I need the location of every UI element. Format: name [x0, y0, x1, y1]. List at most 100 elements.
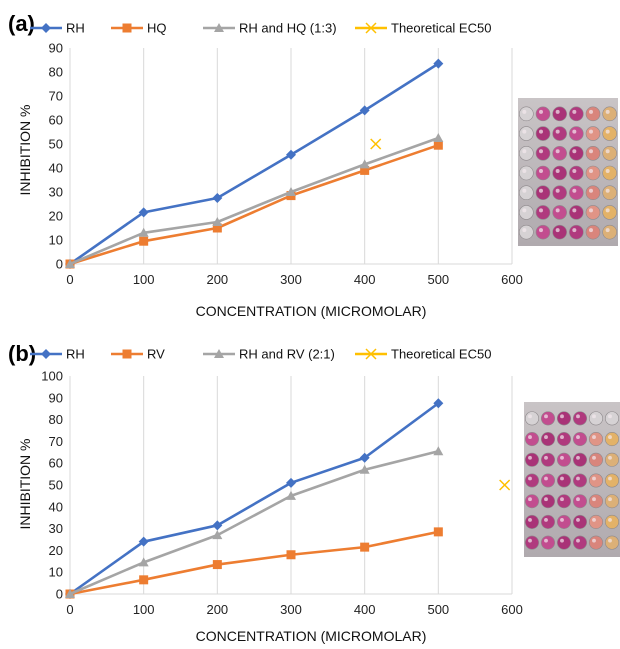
panel-b-plate-well [540, 535, 556, 550]
panel-b-plate-well-highlight [592, 538, 596, 543]
panel-b-plate-well-highlight [544, 518, 548, 522]
panel-a-series-rh-and-hq-1-3-line [69, 136, 439, 266]
panel-a-plate-well-highlight [555, 208, 560, 213]
panel-a-plate-well-highlight [572, 228, 577, 233]
panel-b-plate-well-highlight [576, 497, 580, 502]
panel-b-plate-well-highlight [592, 455, 596, 460]
panel-a-plate-well-highlight [522, 129, 527, 134]
panel-b: (b) RH RV RH and RV (2:1) Theoretical EC50 … [8, 341, 620, 644]
panel-a-x-tick-label: 100 [133, 272, 155, 287]
panel-a-plate-well [569, 106, 584, 122]
panel-b-plate-well [524, 411, 540, 426]
panel-b-plate-well [604, 452, 620, 467]
panel-a-series-theoretical-ec50-point [370, 138, 382, 150]
panel-b-plate-well-highlight [528, 497, 532, 502]
panel-a-plate-well [535, 145, 551, 161]
panel-a-plate-well [602, 126, 617, 141]
panel-a-plate-well-highlight [605, 169, 610, 173]
panel-a-plate-well-highlight [605, 109, 610, 114]
panel-a-plate-well-highlight [589, 188, 593, 193]
panel-a-series-rh-and-hq-1-3-point [286, 187, 296, 196]
panel-a-x-tick-label: 200 [206, 272, 228, 287]
panel-b-plate-well [556, 514, 572, 529]
panel-b-legend-marker [365, 348, 377, 360]
panel-b-x-tick-label: 200 [206, 602, 228, 617]
panel-a-plate-well-highlight [539, 228, 543, 233]
panel-b-x-tick-label: 100 [133, 602, 155, 617]
panel-a-y-tick-label: 40 [49, 161, 63, 176]
panel-b-plate-well-highlight [608, 455, 612, 460]
panel-b-series-rh-point [286, 477, 296, 488]
panel-b-series-rh-point [433, 398, 444, 409]
panel-b-series-rh-and-rv-2-1 [65, 446, 444, 598]
panel-a-series-rh-and-hq-1-3-point [433, 133, 444, 142]
panel-b-y-tick-label: 90 [49, 390, 63, 405]
panel-a-legend-label: RH and HQ (1:3) [239, 21, 337, 36]
panel-b-plate-well-highlight [544, 414, 548, 419]
panel-b-plate-well [572, 535, 588, 550]
panel-a-y-tick-label: 10 [49, 233, 63, 248]
panel-b-y-axis-title: INHIBITION % [17, 438, 33, 529]
panel-b-x-tick-label: 500 [427, 602, 449, 617]
panel-b-plate-well [588, 473, 604, 488]
panel-b-plate-well [588, 432, 604, 447]
panel-b-plate-well-highlight [592, 497, 596, 502]
panel-b-series-rh-point [138, 536, 149, 547]
panel-a-plate-background [518, 98, 618, 246]
panel-a-series-hq-point [139, 236, 149, 246]
panel-b-plate-well-highlight [560, 414, 564, 419]
panel-b-series-rh-and-rv-2-1-line [69, 449, 439, 596]
panel-a-plot [65, 58, 444, 269]
panel-a-y-tick-label: 80 [49, 65, 63, 80]
panel-b-plate-well-highlight [608, 518, 612, 522]
panel-b-plate-well [540, 473, 556, 488]
panel-b-plate-well-highlight [560, 497, 564, 502]
panel-a-series-rh-and-hq-1-3-point [359, 159, 370, 169]
panel-a-plate-well [569, 165, 584, 181]
panel-b-series-rh-and-rv-2-1-point [212, 530, 223, 540]
panel-b-plate-well [556, 473, 572, 488]
panel-b-legend-label: RV [147, 347, 165, 362]
panel-a-x-axis-title: CONCENTRATION (MICROMOLAR) [196, 303, 427, 319]
panel-b-plate-well-highlight [544, 538, 548, 543]
panel-a-plate-well-highlight [555, 109, 560, 114]
panel-a-series-hq [65, 140, 443, 269]
panel-a-legend-item-theoretical-ec50: Theoretical EC50 [355, 21, 491, 36]
panel-a-plate-well [602, 224, 617, 240]
panel-b-plate-well [556, 452, 572, 467]
panel-a-plate-well [569, 185, 584, 201]
panel-b-series-rv-point [139, 575, 149, 585]
panel-a-legend-label: HQ [147, 21, 167, 36]
panel-a-plate-well [535, 205, 551, 220]
panel-b-legend-marker [122, 349, 132, 359]
panel-b-y-tick-label: 20 [49, 543, 63, 558]
panel-b-plate-well [604, 411, 620, 426]
panel-b-legend-item-rh: RH [30, 347, 85, 362]
panel-a-y-tick-label: 20 [49, 209, 63, 224]
panel-a-plate-well-highlight [589, 169, 593, 173]
panel-a-plate-well [519, 165, 534, 181]
panel-b-plate-well [588, 535, 604, 550]
panel-a-series-rh-and-hq-1-3 [65, 133, 444, 268]
panel-a-plate-well-highlight [539, 149, 543, 154]
panel-b-legend-item-rh-and-rv-2-1: RH and RV (2:1) [203, 347, 335, 362]
panel-a-plate-well-highlight [605, 149, 610, 154]
panel-b-plate-well [572, 473, 588, 488]
panel-a-plate-well-highlight [555, 129, 560, 134]
panel-a-plate-well-highlight [555, 169, 560, 173]
panel-a-legend-marker [122, 23, 132, 33]
panel-a-legend-item-rh: RH [30, 21, 85, 36]
panel-b-plate-well [604, 473, 620, 488]
panel-a-plate-well [602, 165, 617, 181]
panel-b-y-tick-label: 100 [41, 369, 63, 384]
panel-b-series-rh-line [69, 402, 440, 596]
panel-a-label: (a) [8, 11, 35, 36]
panel-a-plate-well [602, 185, 617, 201]
panel-a-plate-well-highlight [572, 149, 577, 154]
panel-b-legend-marker [214, 349, 224, 358]
panel-b-y-tick-label: 60 [49, 456, 63, 471]
panel-b-y-tick-label: 30 [49, 521, 63, 536]
panel-b-series-rh [65, 398, 444, 599]
panel-a-plate-well [535, 165, 551, 181]
